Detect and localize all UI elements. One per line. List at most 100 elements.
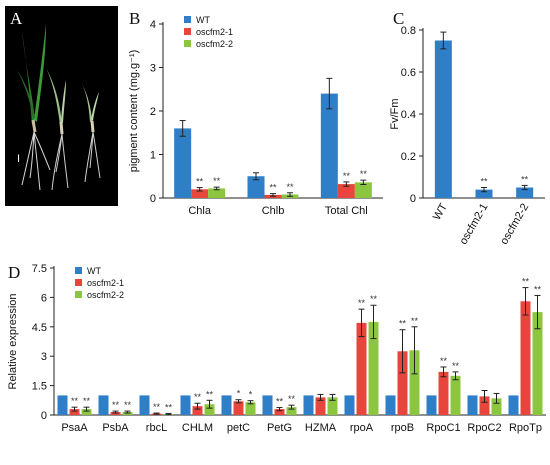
seedling-mut1-roots (51, 133, 69, 191)
bar (344, 395, 355, 415)
significance-mark: ** (480, 177, 488, 187)
x-tick-label: PsaA (61, 422, 88, 434)
y-tick-label: 0.8 (401, 25, 416, 37)
seedling-wt-shoot (22, 30, 35, 125)
x-tick-label: CHLM (182, 422, 213, 434)
significance-mark: ** (213, 176, 221, 186)
x-tick-label: Chlb (262, 205, 285, 217)
panel-a: A I (5, 6, 118, 206)
y-axis-title: Fv/Fm (389, 98, 401, 129)
x-tick-label: Total Chl (325, 205, 368, 217)
significance-mark: ** (370, 294, 378, 304)
bar (438, 371, 449, 415)
x-tick-label: PetG (267, 422, 292, 434)
significance-mark: ** (399, 319, 407, 329)
bar (532, 312, 543, 415)
legend-swatch (184, 16, 191, 23)
x-tick-label: rpoA (350, 422, 374, 434)
panel-label-d: D (8, 263, 20, 282)
significance-mark: ** (194, 392, 202, 402)
seedling-wt-leaf2 (17, 70, 35, 118)
significance-mark: ** (71, 396, 79, 406)
significance-mark: ** (521, 174, 529, 184)
x-tick-label: WT (431, 201, 450, 222)
bar (479, 396, 490, 415)
significance-mark: ** (360, 169, 368, 179)
x-tick-label: RpoC2 (467, 422, 501, 434)
bar (221, 395, 232, 415)
bar (337, 184, 355, 198)
significance-mark: ** (153, 402, 161, 412)
bar (356, 322, 367, 415)
seedling-mut2-roots (84, 131, 101, 183)
bar (274, 409, 285, 415)
x-tick-label: oscfm2-1 (458, 202, 491, 247)
y-tick-label: 1.5 (32, 381, 47, 393)
photo-background (5, 6, 118, 206)
significance-mark: ** (440, 356, 448, 366)
significance-mark: ** (124, 400, 132, 410)
x-tick-label: RpoTp (509, 422, 542, 434)
significance-mark: ** (452, 361, 460, 371)
y-tick-label: 1 (150, 150, 156, 162)
bar (69, 409, 80, 415)
chart-fv-fm: 0 0.2 0.4 0.6 0.8 Fv/Fm WT ** oscfm2-1 ** oscfm2-2 (389, 25, 545, 247)
seedling-mut1-leaf (61, 80, 66, 123)
bar (354, 182, 372, 198)
legend-swatch (184, 40, 191, 47)
significance-mark: ** (286, 182, 294, 192)
y-tick-label: 0 (41, 410, 47, 422)
bar (520, 301, 531, 415)
significance-mark: ** (206, 389, 214, 399)
bar (516, 187, 534, 198)
seedling-wt-leaf (34, 24, 46, 122)
bar (303, 395, 314, 415)
bar (467, 395, 478, 415)
bar (57, 395, 68, 415)
seedling-wt-roots (21, 131, 51, 191)
y-axis-title: pigment content (mg.g⁻¹) (128, 50, 140, 173)
bar (475, 189, 493, 198)
bar (426, 395, 437, 415)
bar (508, 395, 519, 415)
y-tick-label: 2 (150, 106, 156, 118)
legend-swatch (75, 291, 82, 298)
x-tick-label: PsbA (102, 422, 129, 434)
y-tick-label: 0 (150, 193, 156, 205)
seedling-mut2-stem (90, 120, 95, 133)
panel-label-a: A (10, 9, 23, 28)
seedling-mut1-stem (59, 121, 64, 135)
legend-label: oscfm2-2 (196, 39, 233, 49)
seedling-wt-stem (31, 119, 37, 133)
y-tick-label: 3 (41, 351, 47, 363)
y-tick-label: 6 (41, 292, 47, 304)
y-tick-label: 3 (150, 63, 156, 75)
y-tick-label: 0.2 (401, 151, 416, 163)
bar (286, 407, 297, 415)
panel-label-b: B (129, 9, 140, 28)
y-axis-title: Relative expression (7, 294, 19, 390)
significance-mark: ** (522, 277, 530, 287)
bar (174, 128, 192, 198)
seedling-drawing (17, 24, 101, 191)
bar (327, 397, 338, 415)
legend-label: oscfm2-2 (87, 290, 124, 300)
significance-mark: ** (269, 183, 277, 193)
legend-swatch (75, 279, 82, 286)
x-tick-label: rpoB (391, 422, 414, 434)
x-tick-label: rbcL (146, 422, 167, 434)
bar (81, 409, 92, 415)
bar (139, 395, 150, 415)
seedling-mut2-shoot (82, 84, 92, 122)
significance-mark: ** (534, 284, 542, 294)
y-tick-label: 0.4 (401, 109, 416, 121)
significance-mark: ** (196, 177, 204, 187)
bar (192, 406, 203, 415)
y-tick-label: 7.5 (32, 263, 47, 275)
bar (409, 350, 420, 415)
x-tick-label: oscfm2-2 (498, 202, 531, 247)
significance-mark: * (237, 389, 241, 399)
legend-label: WT (196, 15, 210, 25)
significance-mark: ** (288, 394, 296, 404)
